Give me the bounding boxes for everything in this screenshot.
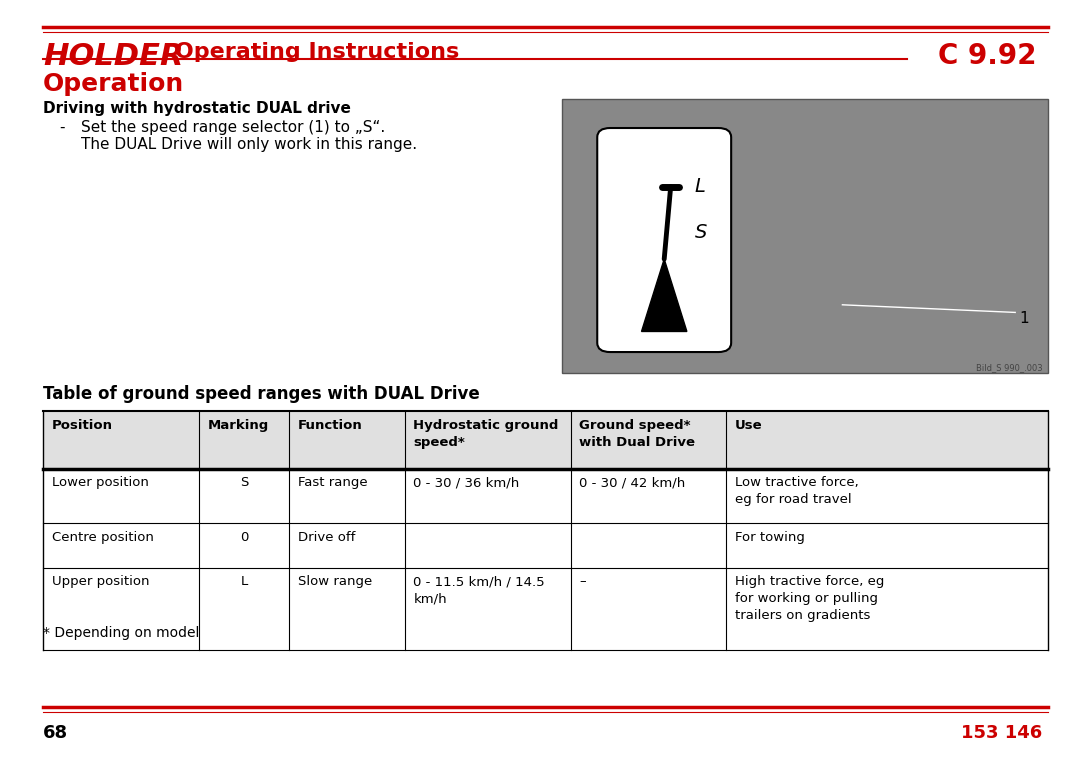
- Text: L: L: [241, 575, 247, 588]
- Text: S: S: [694, 223, 706, 242]
- Text: HOLDER: HOLDER: [43, 42, 184, 71]
- Text: Low tractive force,
eg for road travel: Low tractive force, eg for road travel: [734, 476, 859, 506]
- Text: Driving with hydrostatic DUAL drive: Driving with hydrostatic DUAL drive: [43, 101, 351, 116]
- Text: Operating Instructions: Operating Instructions: [167, 42, 460, 62]
- Text: L: L: [694, 178, 705, 196]
- Text: 1: 1: [1020, 311, 1029, 326]
- Bar: [562, 99, 1048, 373]
- Text: Fast range: Fast range: [298, 476, 367, 489]
- Text: * Depending on model: * Depending on model: [43, 626, 200, 640]
- Text: Hydrostatic ground
speed*: Hydrostatic ground speed*: [414, 419, 558, 449]
- Polygon shape: [642, 259, 687, 331]
- Text: 0 - 30 / 36 km/h: 0 - 30 / 36 km/h: [414, 476, 519, 489]
- Text: Bild_S 990_.003: Bild_S 990_.003: [975, 363, 1042, 372]
- Bar: [43, 411, 1048, 469]
- Text: Ground speed*
with Dual Drive: Ground speed* with Dual Drive: [579, 419, 696, 449]
- Text: Lower position: Lower position: [52, 476, 149, 489]
- Text: 68: 68: [43, 724, 68, 742]
- Text: Upper position: Upper position: [52, 575, 149, 588]
- Text: 153 146: 153 146: [961, 724, 1042, 742]
- Text: Use: Use: [734, 419, 762, 432]
- Text: Function: Function: [298, 419, 363, 432]
- Text: Operation: Operation: [43, 72, 185, 96]
- Text: The DUAL Drive will only work in this range.: The DUAL Drive will only work in this ra…: [81, 137, 417, 152]
- Text: Marking: Marking: [207, 419, 269, 432]
- Text: Slow range: Slow range: [298, 575, 373, 588]
- Text: For towing: For towing: [734, 531, 805, 544]
- Text: High tractive force, eg
for working or pulling
trailers on gradients: High tractive force, eg for working or p…: [734, 575, 885, 623]
- Text: 0 - 30 / 42 km/h: 0 - 30 / 42 km/h: [579, 476, 686, 489]
- Text: Centre position: Centre position: [52, 531, 153, 544]
- Text: Set the speed range selector (1) to „S“.: Set the speed range selector (1) to „S“.: [81, 120, 386, 135]
- Text: -: -: [59, 120, 65, 135]
- FancyBboxPatch shape: [597, 128, 731, 352]
- Text: 0: 0: [240, 531, 248, 544]
- Text: Table of ground speed ranges with DUAL Drive: Table of ground speed ranges with DUAL D…: [43, 385, 480, 403]
- Text: Position: Position: [52, 419, 112, 432]
- Text: S: S: [240, 476, 248, 489]
- Text: –: –: [579, 575, 585, 588]
- Text: C 9.92: C 9.92: [939, 42, 1037, 70]
- Text: 0 - 11.5 km/h / 14.5
km/h: 0 - 11.5 km/h / 14.5 km/h: [414, 575, 545, 605]
- Text: Drive off: Drive off: [298, 531, 355, 544]
